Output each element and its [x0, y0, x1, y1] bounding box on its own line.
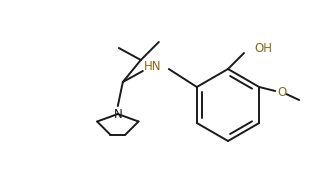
Text: O: O — [278, 85, 287, 98]
Text: HN: HN — [144, 61, 162, 73]
Text: OH: OH — [254, 42, 272, 56]
Text: N: N — [113, 108, 122, 121]
